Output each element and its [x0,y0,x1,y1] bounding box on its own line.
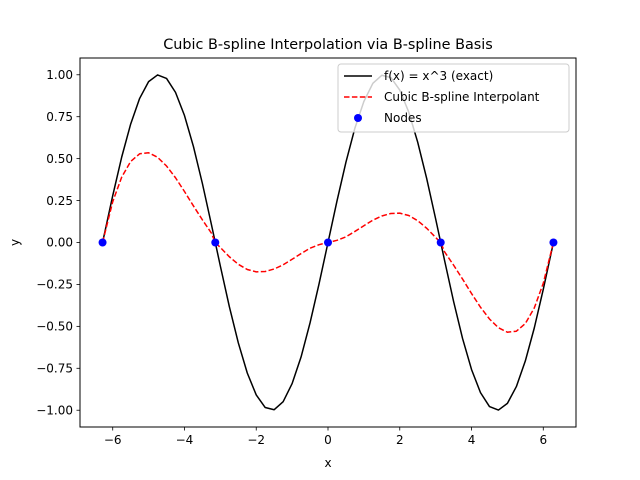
y-tick-label: 1.00 [46,68,73,82]
y-axis-label: y [8,239,22,246]
y-tick-label: −0.25 [36,278,73,292]
legend-label-interpolant: Cubic B-spline Interpolant [384,90,540,104]
y-axis-ticks: −1.00 −0.75 −0.50 −0.25 0.00 0.25 0.50 0.75 1.00 [36,68,80,417]
node-point [549,238,558,247]
y-tick-label: −0.75 [36,361,73,375]
y-tick-label: −0.50 [36,320,73,334]
x-tick-label: −2 [247,433,265,447]
legend: f(x) = x^3 (exact) Cubic B-spline Interp… [337,63,570,133]
node-point [324,238,332,247]
series-layer [98,74,558,411]
x-tick-label: 0 [324,433,332,447]
chart-title: Cubic B-spline Interpolation via B-splin… [163,37,493,53]
x-axis-label: x [324,456,331,470]
legend-swatch-nodes [354,114,362,122]
y-tick-label: −1.00 [36,403,73,417]
y-tick-label: 0.50 [46,152,73,166]
x-tick-label: −4 [176,433,194,447]
node-point [211,238,220,247]
y-tick-label: 0.75 [46,110,73,124]
x-tick-label: −6 [104,433,122,447]
legend-frame [337,63,570,133]
x-tick-label: 2 [396,433,404,447]
x-tick-label: 4 [468,433,476,447]
y-tick-label: 0.00 [46,236,73,250]
legend-label-nodes: Nodes [384,111,422,125]
x-axis-ticks: −6 −4 −2 0 2 4 6 [104,427,547,447]
node-point [98,238,107,247]
x-tick-label: 6 [539,433,547,447]
node-point [436,238,445,247]
y-tick-label: 0.25 [46,194,73,208]
legend-label-exact: f(x) = x^3 (exact) [384,69,493,83]
